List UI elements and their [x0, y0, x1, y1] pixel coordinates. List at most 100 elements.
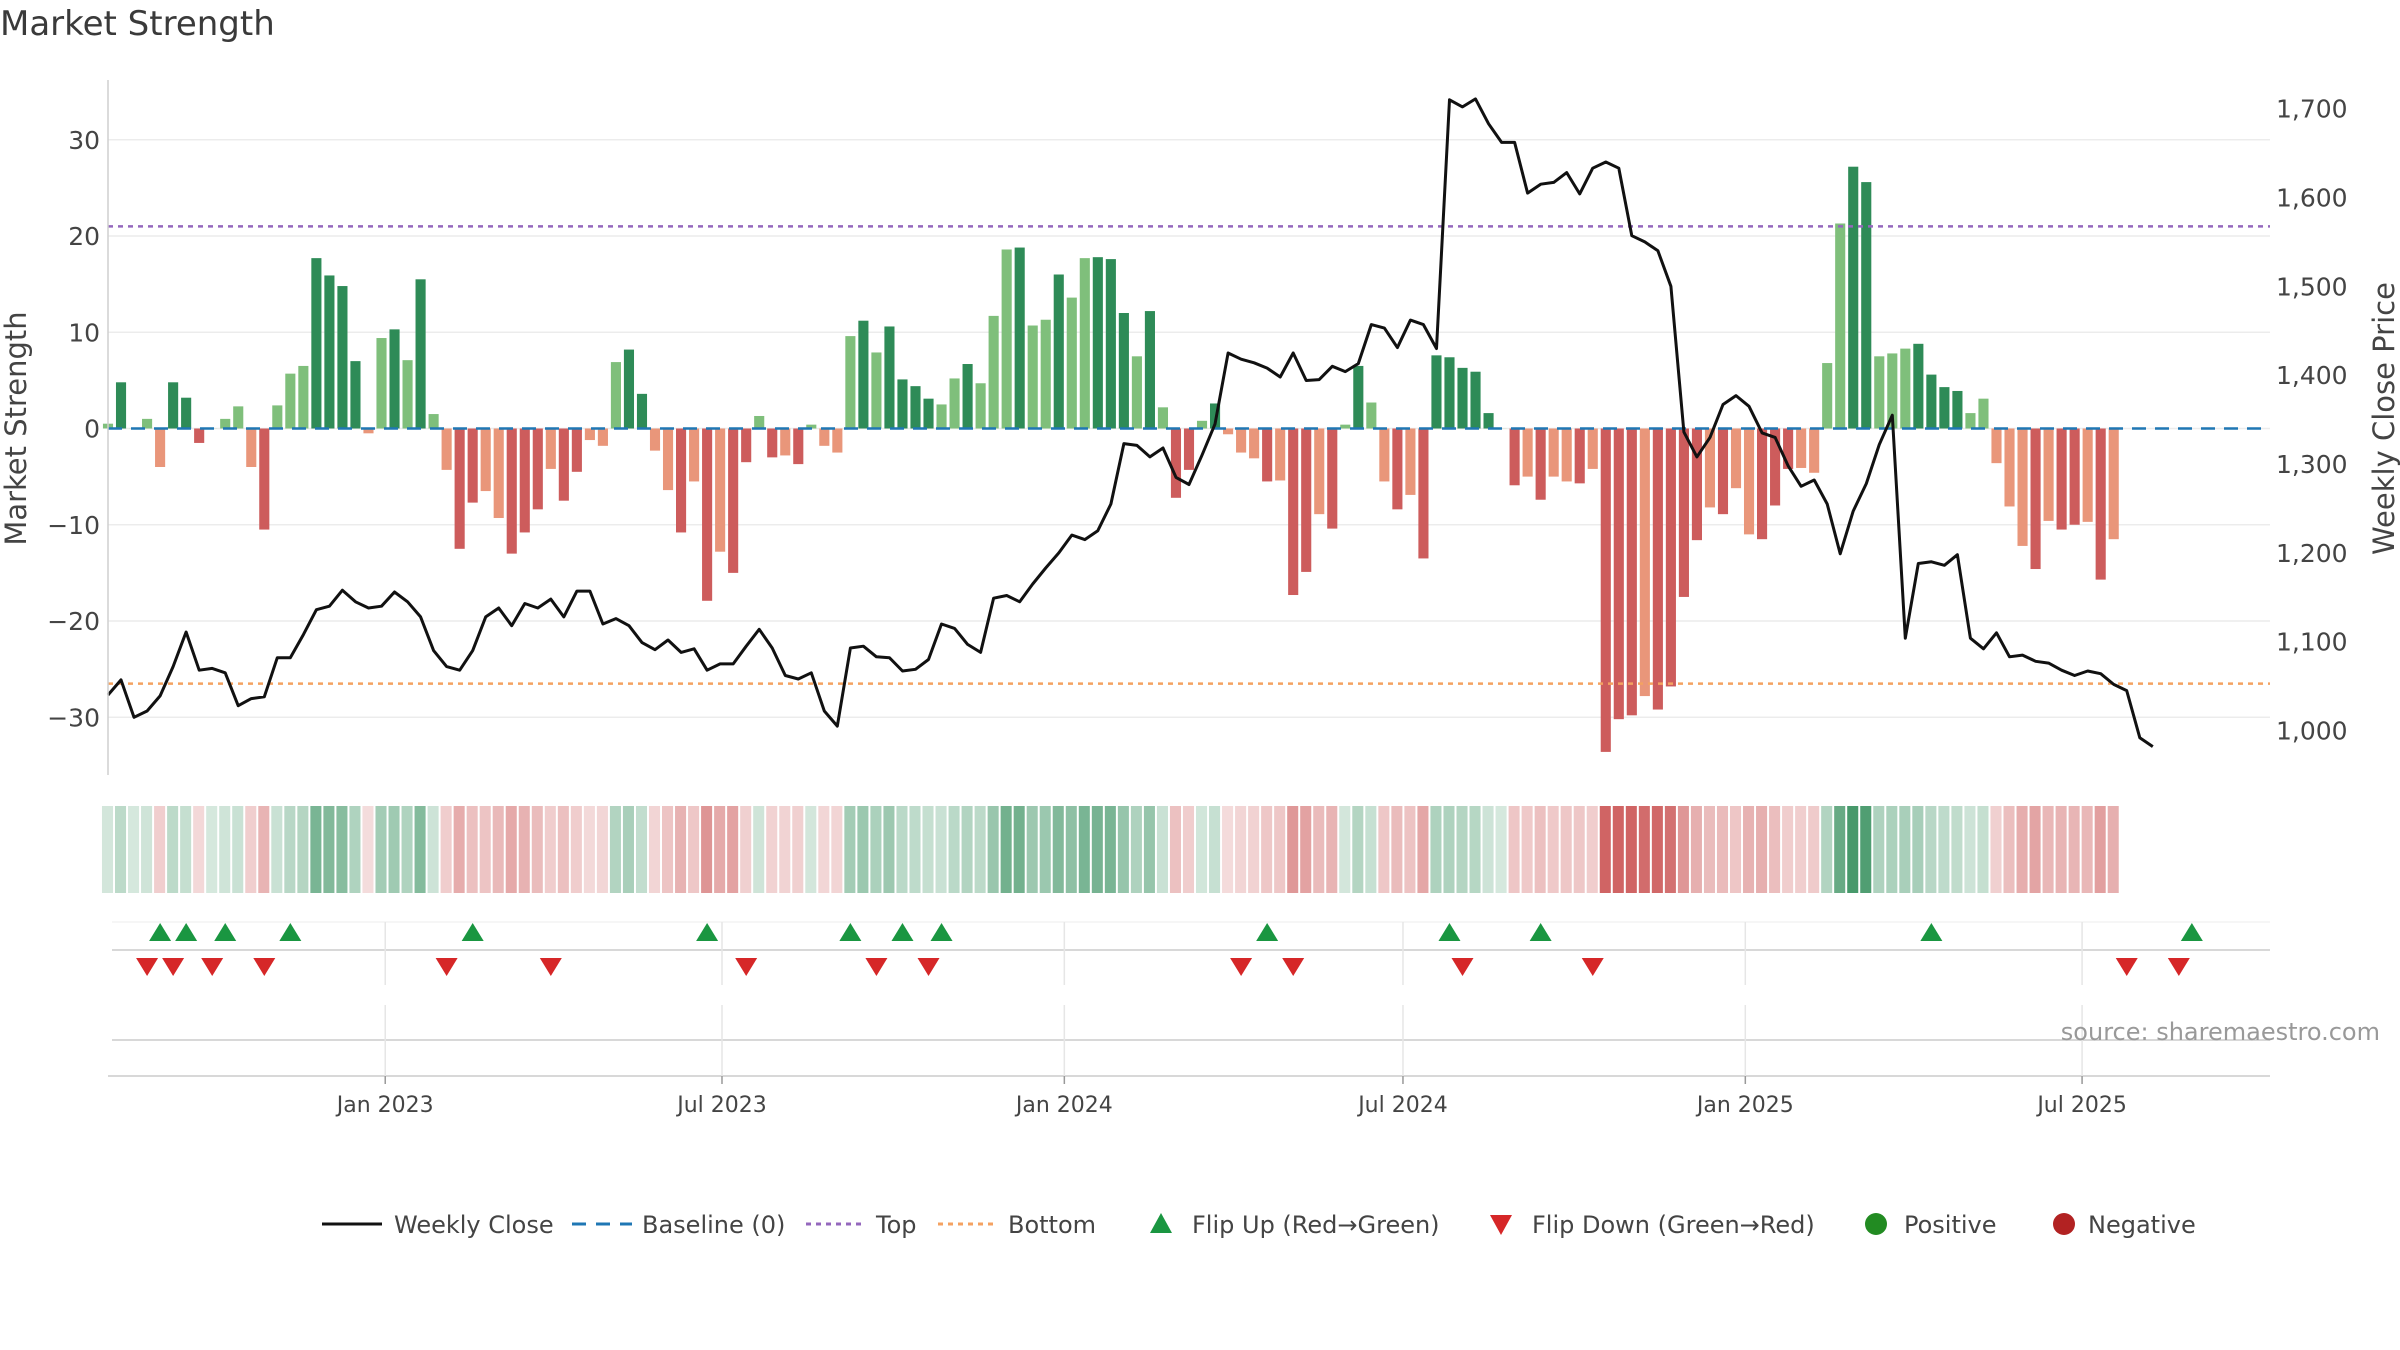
strength-strip-cell [193, 806, 205, 893]
flip-up-marker [2180, 923, 2203, 941]
strength-strip-cell [1482, 806, 1494, 893]
flip-markers [112, 921, 2270, 1041]
strength-bar [1743, 428, 1755, 535]
strength-strip-cell [1117, 806, 1129, 893]
strength-bar [1001, 249, 1012, 429]
strength-bar [2043, 428, 2054, 521]
strength-strip-cell [2029, 806, 2041, 893]
strength-bar [1783, 428, 1794, 469]
flip-up-marker [1529, 923, 1552, 941]
legend-flip-up-swatch [1150, 1213, 1172, 1233]
y2-tick-label: 1,000 [2276, 717, 2348, 746]
strength-strip-cell [1743, 806, 1755, 893]
strength-bar [389, 329, 400, 429]
strength-strip-cell [245, 806, 257, 893]
strength-strip-cell [1925, 806, 1937, 893]
strength-strip-cell [1899, 806, 1911, 893]
flip-down-marker [136, 958, 159, 976]
strength-strip-cell [1313, 806, 1325, 893]
strength-bar [988, 315, 999, 429]
strength-strip-cell [1912, 806, 1924, 893]
strength-strip-cell [1182, 806, 1195, 893]
strength-strip-cell [870, 806, 882, 893]
strength-bar [1770, 428, 1781, 506]
strength-strip-cell [2081, 806, 2093, 893]
strength-strip-cell [1469, 806, 1481, 893]
strength-bar [1509, 428, 1520, 486]
strength-bar [910, 386, 921, 429]
strength-bar [324, 275, 335, 429]
axes-layer: 30 20 10 0 −10 −20 −30 1,700 1,600 1,500 1,400 1,30… [0, 80, 2400, 775]
strength-strip-cell [1417, 806, 1429, 893]
strength-bar [311, 258, 322, 429]
strength-bar [428, 414, 439, 429]
flip-up-marker [930, 923, 953, 941]
strength-bar [819, 428, 830, 446]
legend-item: Positive [1865, 1211, 1997, 1239]
strength-strip-cell [1000, 806, 1012, 893]
legend-item: Flip Down (Green→Red) [1490, 1211, 1815, 1239]
strength-bar [1275, 428, 1286, 481]
strength-strip-cell [1834, 806, 1846, 893]
strength-bar [1691, 428, 1702, 541]
strength-bar [2108, 428, 2119, 540]
strength-bar [1092, 257, 1103, 429]
strength-strip-cell [427, 806, 439, 893]
legend-label: Flip Up (Red→Green) [1192, 1211, 1440, 1239]
flip-down-marker [253, 958, 276, 976]
strength-bar [1157, 407, 1169, 429]
strength-bar [1978, 398, 1989, 429]
strength-strip-cell [896, 806, 908, 893]
strength-bar [571, 428, 582, 472]
strength-strip-cell [466, 806, 478, 893]
strength-bar [1822, 363, 1833, 429]
strength-strip-cell [401, 806, 413, 893]
x-axis: Jan 2023 Jul 2023 Jan 2024 Jul 2024 Jan 2025… [108, 922, 2270, 1118]
strength-strip-cell [1938, 806, 1950, 893]
strength-bar [845, 336, 856, 429]
strength-strip-cell [1143, 806, 1155, 893]
strength-bar [1574, 428, 1585, 484]
strength-bar [1913, 343, 1924, 429]
strength-strip-cell [1065, 806, 1077, 893]
strength-strip-cell [1222, 806, 1234, 893]
flip-down-marker [735, 958, 758, 976]
strength-strip-cell [1990, 806, 2002, 893]
strength-strip-cell [818, 806, 830, 893]
x-tick-label: Jan 2024 [1014, 1093, 1113, 1118]
strength-bar [636, 393, 648, 429]
strength-bar [441, 428, 452, 470]
strength-bar [1249, 428, 1260, 459]
strength-bar [1223, 428, 1234, 435]
heat-strip [101, 806, 2119, 893]
strength-bar [610, 362, 621, 429]
legend-item: Weekly Close [322, 1211, 554, 1239]
strength-strip-cell [310, 806, 322, 893]
strength-strip-cell [531, 806, 543, 893]
strength-bar [1196, 420, 1208, 429]
strength-bar [2082, 428, 2093, 522]
strength-bar [1730, 428, 1742, 489]
strength-strip-cell [1261, 806, 1273, 893]
strength-strip-cell [2055, 806, 2067, 893]
strength-strip-cell [2094, 806, 2106, 893]
y-tick-label: 10 [68, 318, 100, 347]
strength-strip-cell [1508, 806, 1520, 893]
strength-strip-cell [922, 806, 934, 893]
y-tick-label: −10 [47, 511, 100, 540]
strength-strip-cell [2042, 806, 2054, 893]
strength-strip-cell [1573, 806, 1585, 893]
strength-bar [506, 428, 517, 554]
flip-up-marker [891, 923, 914, 941]
strength-strip-cell [1078, 806, 1090, 893]
strength-bar [1118, 313, 1129, 429]
strength-strip-cell [154, 806, 166, 893]
strength-bar [1522, 428, 1533, 477]
strength-bar [1340, 424, 1351, 429]
strength-strip-cell [1795, 806, 1807, 893]
strength-strip-cell [1365, 806, 1377, 893]
strength-strip-cell [609, 806, 621, 893]
strength-strip-cell [1039, 806, 1051, 893]
strength-strip-cell [675, 806, 687, 893]
x-tick-label: Jul 2023 [675, 1093, 767, 1118]
